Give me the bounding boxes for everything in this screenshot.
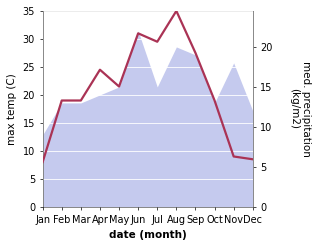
- X-axis label: date (month): date (month): [109, 230, 187, 240]
- Y-axis label: med. precipitation
(kg/m2): med. precipitation (kg/m2): [289, 61, 311, 157]
- Y-axis label: max temp (C): max temp (C): [7, 73, 17, 145]
